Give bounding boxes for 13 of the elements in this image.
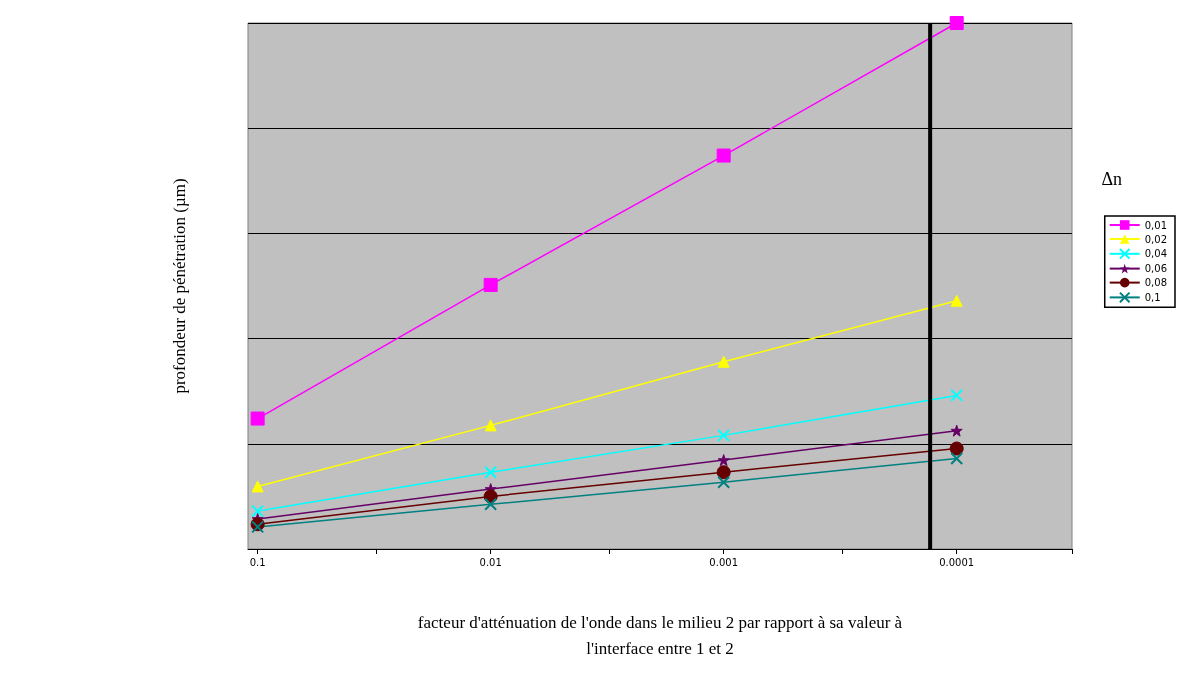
legend-label: 0,04 <box>1144 248 1167 260</box>
x-tick-label: 0.001 <box>709 556 738 568</box>
legend-label: 0,08 <box>1144 277 1167 289</box>
legend-label: 0,06 <box>1144 263 1167 275</box>
legend-title: Δn <box>1101 169 1122 189</box>
legend-label: 0,02 <box>1144 233 1167 245</box>
x-tick-label: 0.0001 <box>939 556 975 568</box>
x-tick-label: 0.1 <box>249 556 266 568</box>
x-tick-label: 0.01 <box>479 556 502 568</box>
legend-label: 0,01 <box>1144 219 1167 231</box>
legend-label: 0,1 <box>1144 291 1161 303</box>
y-axis-title: profondeur de pénétration (µm) <box>170 178 189 394</box>
x-axis-title: facteur d'atténuation de l'onde dans le milieu 2 par rapport à sa valeur à l'interface entre 1 et 2 <box>417 612 903 658</box>
